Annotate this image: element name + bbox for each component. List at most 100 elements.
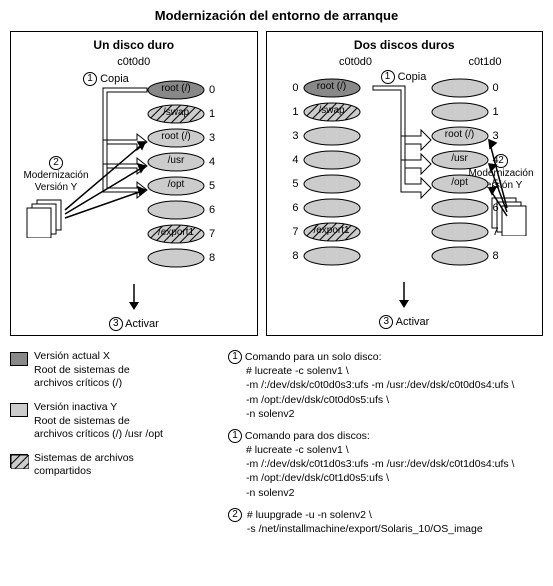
legend-block: Versión actual XRoot de sistemas dearchi… xyxy=(10,350,543,544)
disk-slice xyxy=(303,150,361,170)
slice-row: 6 xyxy=(147,198,219,222)
disk-slice xyxy=(303,174,361,194)
disk-slice: root (/) xyxy=(147,80,205,100)
slice-row: /usr4 xyxy=(147,150,219,174)
slice-row: root (/)0 xyxy=(147,78,219,102)
cmd-line: -m /opt:/dev/dsk/c0t0d0s5:ufs \ xyxy=(246,393,543,407)
legend-3: Sistemas de archivoscompartidos xyxy=(10,452,210,479)
legend-1-text: Versión actual XRoot de sistemas dearchi… xyxy=(34,350,130,391)
disk-label-a: c0t0d0 xyxy=(321,56,391,68)
slice-index: 7 xyxy=(205,228,219,240)
disk-slice xyxy=(303,198,361,218)
slice-index: 4 xyxy=(205,156,219,168)
cmd1-title: Comando para un solo disco: xyxy=(245,351,382,363)
arrow-down-left xyxy=(19,284,249,315)
disk-slice: /usr xyxy=(147,152,205,172)
legend-2-text: Versión inactiva YRoot de sistemas dearc… xyxy=(34,401,163,442)
slice-index: 5 xyxy=(489,178,503,190)
slice-index: 0 xyxy=(289,82,303,94)
disk-slice xyxy=(431,198,489,218)
slice-index: 6 xyxy=(289,202,303,214)
legend-3-text: Sistemas de archivoscompartidos xyxy=(34,452,134,479)
disk-stack-a: 0root (/)1/swap 3 4 5 6 7/export18 xyxy=(289,76,361,268)
panel-one-disk: Un disco duro c0t0d0 1 Copia 2 Moderniza… xyxy=(10,31,258,336)
panel-two-disks: Dos discos duros c0t0d0 c0t1d0 1 Copia 2… xyxy=(266,31,543,336)
disk-slice xyxy=(303,246,361,266)
cmd-group-3: 2 # luupgrade -u -n solenv2 \-s /net/ins… xyxy=(228,508,543,536)
slice-row: 7 xyxy=(431,220,503,244)
slice-index: 6 xyxy=(205,204,219,216)
slice-index: 1 xyxy=(489,106,503,118)
slice-row: 0root (/) xyxy=(289,76,361,100)
arrow-down-right xyxy=(275,282,534,313)
slice-index: 8 xyxy=(205,252,219,264)
disk-slice: /opt xyxy=(147,176,205,196)
copia-text-right: Copia xyxy=(398,71,427,83)
slice-row: /export17 xyxy=(147,222,219,246)
slice-row: 8 xyxy=(289,244,361,268)
copia-label-left: 1 Copia xyxy=(83,72,129,86)
slice-index: 8 xyxy=(489,250,503,262)
disk-slice: /usr xyxy=(431,150,489,170)
slice-index: 4 xyxy=(489,154,503,166)
slice-index: 3 xyxy=(205,132,219,144)
side-label-left: 2 Modernización Versión Y xyxy=(21,156,91,194)
cmd-line: # lucreate -c solenv1 \ xyxy=(246,364,543,378)
slice-row: 1/swap xyxy=(289,100,361,124)
cmd3-step-icon: 2 xyxy=(228,508,242,522)
cmd2-step-icon: 1 xyxy=(228,429,242,443)
side-text2-left: Versión Y xyxy=(35,182,78,193)
disk-slice: /export1 xyxy=(147,224,205,244)
cmd-line: # lucreate -c solenv1 \ xyxy=(246,443,543,457)
cmd1-step-icon: 1 xyxy=(228,350,242,364)
cmd-line: -m /:/dev/dsk/c0t0d0s3:ufs -m /usr:/dev/… xyxy=(246,378,543,392)
disk-stack-left: root (/)0/swap1root (/)3/usr4/opt56/expo… xyxy=(147,78,219,270)
disk-slice: /swap xyxy=(303,102,361,122)
slice-index: 0 xyxy=(205,84,219,96)
disk-label-b: c0t1d0 xyxy=(450,56,520,68)
disk-slice xyxy=(303,126,361,146)
activate-text-right: Activar xyxy=(396,316,430,328)
disk-slice: /export1 xyxy=(303,222,361,242)
slice-index: 1 xyxy=(205,108,219,120)
slice-index: 7 xyxy=(489,226,503,238)
slice-index: 5 xyxy=(205,180,219,192)
cmd-line: -m /:/dev/dsk/c0t1d0s3:ufs -m /usr:/dev/… xyxy=(246,457,543,471)
slice-row: 8 xyxy=(431,244,503,268)
slice-index: 6 xyxy=(489,202,503,214)
cmd-line: -m /opt:/dev/dsk/c0t1d0s5:ufs \ xyxy=(246,471,543,485)
side-text1-left: Modernización xyxy=(23,170,88,181)
step-3-icon-left: 3 xyxy=(109,317,123,331)
slice-index: 3 xyxy=(289,130,303,142)
swatch-light xyxy=(10,403,28,417)
slice-row: 7/export1 xyxy=(289,220,361,244)
slice-row: 5 xyxy=(289,172,361,196)
copia-text-left: Copia xyxy=(100,73,129,85)
disk-label-left: c0t0d0 xyxy=(19,56,249,68)
activate-right: 3 Activar xyxy=(275,315,534,329)
slice-row: /swap1 xyxy=(147,102,219,126)
swatch-hatch xyxy=(10,454,28,468)
cmd-group-1: 1 Comando para un solo disco: # lucreate… xyxy=(228,350,543,421)
slice-row: 4 xyxy=(289,148,361,172)
disk-slice: root (/) xyxy=(303,78,361,98)
page-title: Modernización del entorno de arranque xyxy=(10,8,543,23)
disk-slice: /swap xyxy=(147,104,205,124)
slice-row: 6 xyxy=(289,196,361,220)
slice-index: 7 xyxy=(289,226,303,238)
disk-slice: root (/) xyxy=(431,126,489,146)
pages-icon-left xyxy=(25,198,67,238)
slice-row: /usr4 xyxy=(431,148,503,172)
disk-slice xyxy=(431,78,489,98)
slice-row: /opt5 xyxy=(147,174,219,198)
legend-1: Versión actual XRoot de sistemas dearchi… xyxy=(10,350,210,391)
cmd-line: -s /net/installmachine/export/Solaris_10… xyxy=(247,522,483,536)
disk-stack-b: 01root (/)3/usr4/opt5678 xyxy=(431,76,503,268)
cmd-group-2: 1 Comando para dos discos: # lucreate -c… xyxy=(228,429,543,500)
disk-slice xyxy=(431,246,489,266)
slice-row: root (/)3 xyxy=(147,126,219,150)
panel-two-title: Dos discos duros xyxy=(275,38,534,52)
slice-row: /opt5 xyxy=(431,172,503,196)
slice-index: 4 xyxy=(289,154,303,166)
cmd2-title: Comando para dos discos: xyxy=(245,430,370,442)
